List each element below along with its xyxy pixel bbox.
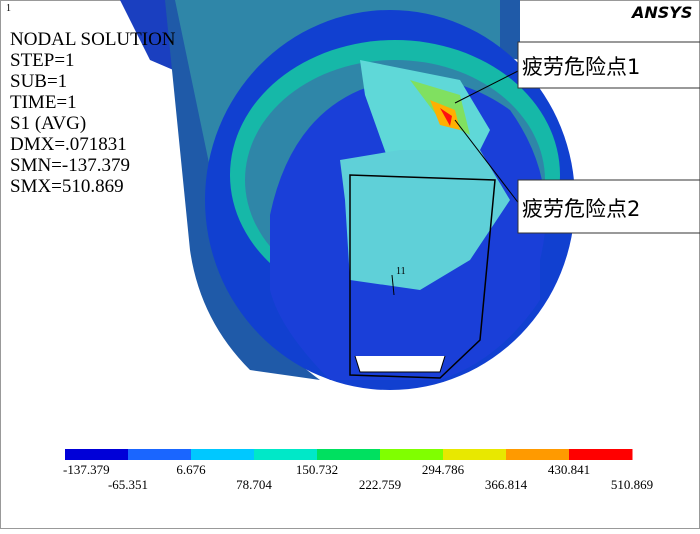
legend-label: 6.676 xyxy=(176,462,206,477)
logo: ANSYS xyxy=(630,3,692,22)
legend-label: 510.869 xyxy=(611,477,653,492)
legend-swatch xyxy=(128,449,192,460)
legend-label: 78.704 xyxy=(236,477,272,492)
callout-box xyxy=(517,41,700,89)
legend-label: 294.786 xyxy=(422,462,465,477)
callout-line xyxy=(454,69,521,104)
legend-swatch xyxy=(380,449,444,460)
legend: -137.379-65.351 6.676 78.704 150.732 222.759… xyxy=(63,449,653,492)
legend-swatch xyxy=(569,449,633,460)
info-line: S1 (AVG) xyxy=(10,113,86,134)
legend-label: 430.841 xyxy=(548,462,590,477)
info-line: NODAL SOLUTION xyxy=(10,29,176,50)
model xyxy=(120,0,575,390)
info-line: TIME=1 xyxy=(10,92,77,113)
callout-label: 疲劳危险点1 xyxy=(522,55,640,79)
callout-box xyxy=(517,179,700,234)
callout-line xyxy=(454,119,521,206)
info-line: SUB=1 xyxy=(10,71,67,92)
info-line: SMN=-137.379 xyxy=(10,155,130,176)
info-line: DMX=.071831 xyxy=(10,134,127,155)
callout-label: 疲劳危险点2 xyxy=(522,197,640,221)
legend-swatch xyxy=(191,449,255,460)
legend-swatch xyxy=(506,449,570,460)
legend-swatch xyxy=(254,449,318,460)
legend-swatch xyxy=(65,449,129,460)
legend-label: 366.814 xyxy=(485,477,528,492)
info-line: SMX=510.869 xyxy=(10,176,124,197)
legend-swatch xyxy=(443,449,507,460)
legend-label: 222.759 xyxy=(359,477,401,492)
legend-label: 150.732 xyxy=(296,462,338,477)
info-line: STEP=1 xyxy=(10,50,75,71)
node-label: 11 xyxy=(396,266,406,277)
legend-label: -65.351 xyxy=(108,477,148,492)
window-number: 1 xyxy=(6,3,11,14)
legend-label: -137.379 xyxy=(63,462,110,477)
legend-swatch xyxy=(317,449,381,460)
